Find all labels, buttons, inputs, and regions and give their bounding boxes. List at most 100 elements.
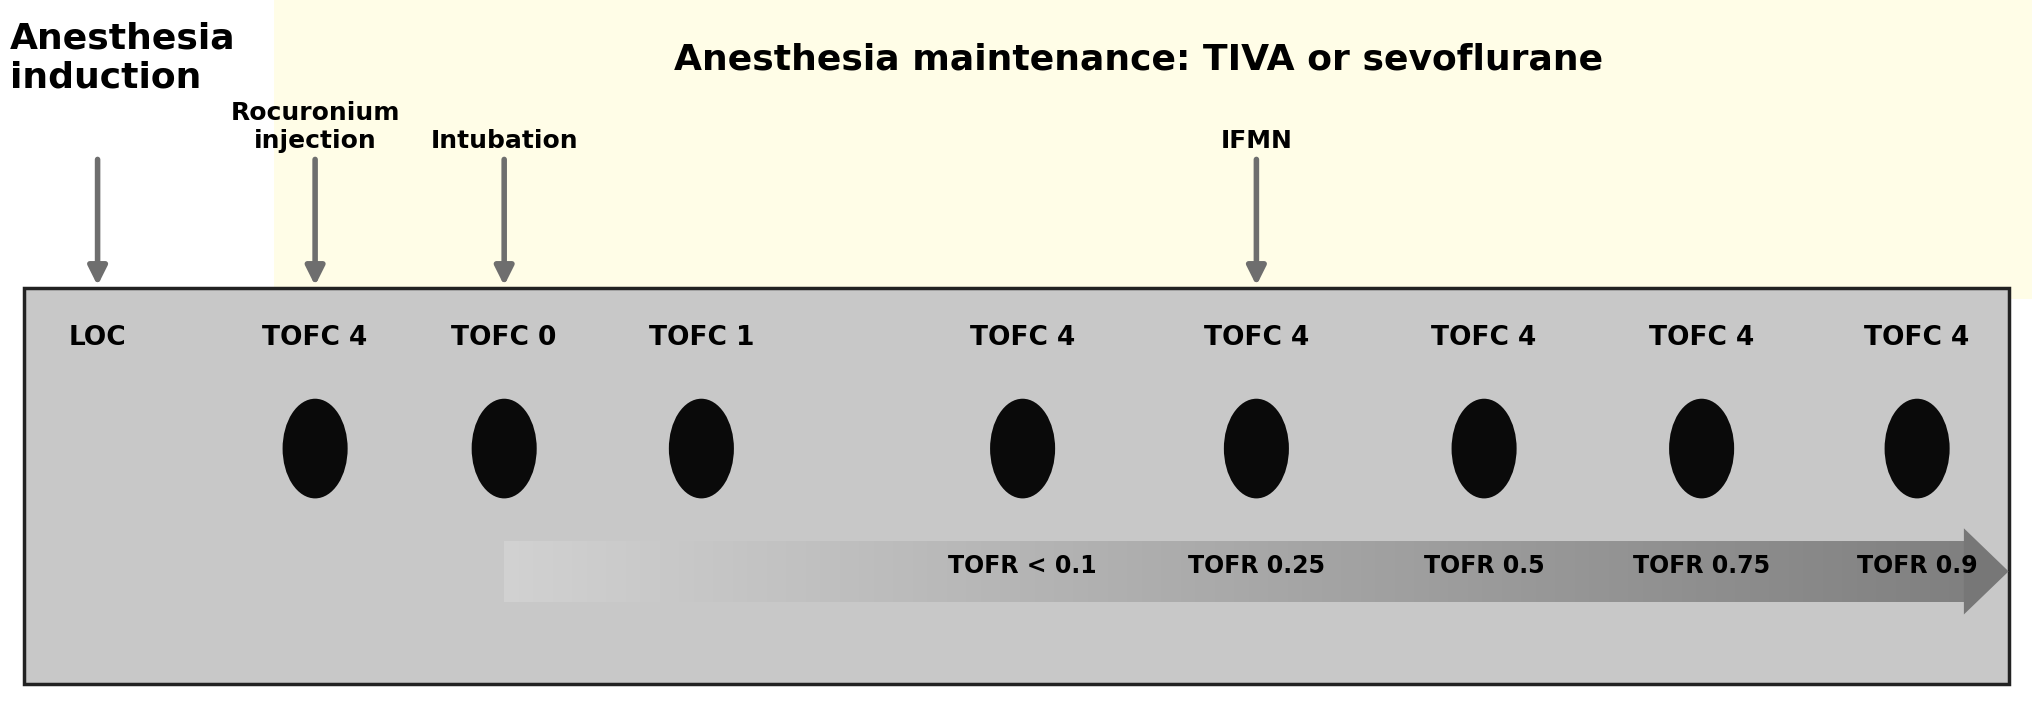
Text: TOFC 4: TOFC 4 xyxy=(1431,325,1536,351)
Bar xyxy=(923,541,927,602)
Bar xyxy=(916,541,923,602)
Bar xyxy=(595,541,601,602)
Bar xyxy=(1335,541,1341,602)
Bar xyxy=(1345,541,1349,602)
Bar xyxy=(1593,541,1597,602)
Bar xyxy=(1112,541,1118,602)
Bar xyxy=(1939,541,1943,602)
Bar xyxy=(620,541,626,602)
Ellipse shape xyxy=(990,399,1055,498)
Bar xyxy=(557,541,563,602)
Bar xyxy=(727,541,732,602)
Bar xyxy=(790,541,797,602)
Bar xyxy=(1303,541,1307,602)
Text: LOC: LOC xyxy=(69,325,126,351)
Bar xyxy=(849,541,853,602)
Bar xyxy=(1321,541,1325,602)
Bar xyxy=(549,541,553,602)
Bar xyxy=(518,541,524,602)
Bar xyxy=(1077,541,1083,602)
Bar xyxy=(1701,541,1705,602)
Bar xyxy=(644,541,650,602)
Bar xyxy=(601,541,606,602)
Bar xyxy=(1069,541,1073,602)
Bar xyxy=(699,541,703,602)
Bar xyxy=(1739,541,1743,602)
Bar xyxy=(1408,541,1414,602)
Bar xyxy=(1855,541,1861,602)
Bar xyxy=(874,541,878,602)
Bar xyxy=(1565,541,1569,602)
Bar xyxy=(1258,541,1262,602)
Bar xyxy=(1914,541,1918,602)
Text: TOFR < 0.1: TOFR < 0.1 xyxy=(947,554,1097,578)
Bar xyxy=(912,541,916,602)
Bar xyxy=(1851,541,1855,602)
Bar xyxy=(756,541,762,602)
Bar xyxy=(1014,541,1020,602)
Bar xyxy=(860,541,864,602)
Bar xyxy=(660,541,664,602)
Bar xyxy=(961,541,965,602)
Bar xyxy=(1414,541,1418,602)
Bar xyxy=(532,541,538,602)
Bar xyxy=(1244,541,1248,602)
Bar xyxy=(1053,541,1059,602)
Bar xyxy=(1691,541,1695,602)
Bar xyxy=(514,541,518,602)
Bar xyxy=(1237,541,1244,602)
Bar xyxy=(776,541,780,602)
Bar xyxy=(1006,541,1010,602)
Bar xyxy=(971,541,975,602)
Bar xyxy=(996,541,1000,602)
Bar xyxy=(1827,541,1831,602)
Bar xyxy=(1632,541,1638,602)
Bar xyxy=(573,541,577,602)
Bar xyxy=(853,541,860,602)
Bar xyxy=(1516,541,1520,602)
Bar xyxy=(274,0,2032,299)
Bar xyxy=(1457,541,1461,602)
Bar xyxy=(801,541,805,602)
Bar xyxy=(797,541,801,602)
Bar xyxy=(1959,541,1963,602)
Bar xyxy=(1520,541,1526,602)
Bar xyxy=(1083,541,1087,602)
Bar xyxy=(1471,541,1477,602)
Bar xyxy=(805,541,811,602)
Bar xyxy=(1481,541,1485,602)
Bar xyxy=(1750,541,1754,602)
Bar xyxy=(612,541,616,602)
Bar xyxy=(1764,541,1768,602)
Bar xyxy=(1687,541,1691,602)
Bar xyxy=(1559,541,1565,602)
Bar xyxy=(1754,541,1758,602)
Bar xyxy=(1404,541,1408,602)
Bar xyxy=(1164,541,1170,602)
Bar xyxy=(1729,541,1735,602)
Bar xyxy=(1802,541,1806,602)
Bar xyxy=(1798,541,1802,602)
Bar xyxy=(1496,541,1502,602)
Bar xyxy=(1695,541,1701,602)
Bar xyxy=(941,541,947,602)
Ellipse shape xyxy=(1884,399,1949,498)
Bar xyxy=(1666,541,1670,602)
Bar xyxy=(689,541,693,602)
Ellipse shape xyxy=(1668,399,1733,498)
Bar xyxy=(1059,541,1063,602)
Bar xyxy=(1034,541,1038,602)
Bar xyxy=(693,541,699,602)
Bar xyxy=(1418,541,1422,602)
Bar xyxy=(1638,541,1642,602)
Bar xyxy=(1680,541,1687,602)
Ellipse shape xyxy=(1451,399,1516,498)
Text: Anesthesia
induction: Anesthesia induction xyxy=(10,21,236,95)
Bar xyxy=(1398,541,1404,602)
Bar xyxy=(1589,541,1593,602)
Bar xyxy=(1132,541,1136,602)
Ellipse shape xyxy=(282,399,347,498)
Text: TOFC 4: TOFC 4 xyxy=(1203,325,1309,351)
Bar xyxy=(553,541,557,602)
Bar xyxy=(1485,541,1491,602)
